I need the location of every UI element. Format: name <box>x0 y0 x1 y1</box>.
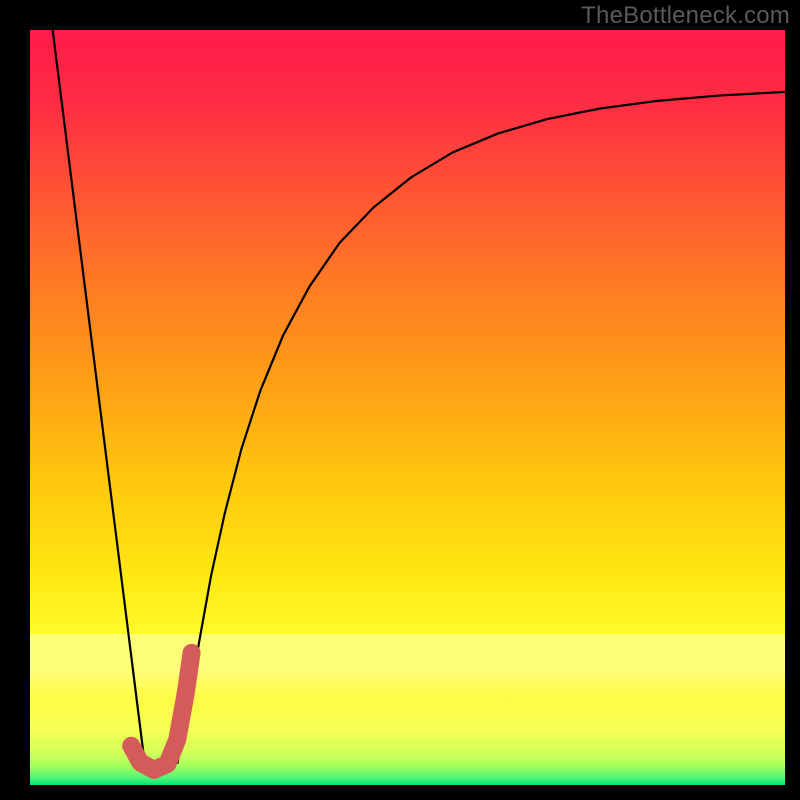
plot-svg <box>0 0 800 800</box>
figure-root: TheBottleneck.com <box>0 0 800 800</box>
plot-background <box>30 30 785 785</box>
